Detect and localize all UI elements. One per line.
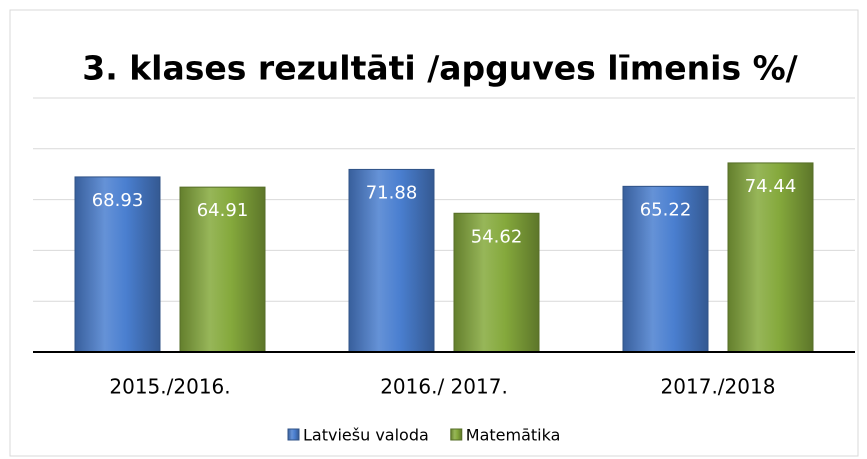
legend-label: Matemātika [466,426,561,445]
x-tick-label: 2017./2018 [661,375,776,399]
data-label: 74.44 [745,176,797,197]
data-label: 64.91 [197,200,249,221]
bar [348,168,435,353]
legend-swatch [450,428,463,441]
bar [453,212,540,353]
legend-swatch [287,428,300,441]
legend-label: Latviešu valoda [303,426,429,445]
bar [74,176,161,353]
bar [727,162,814,353]
chart-title: 3. klases rezultāti /apguves līmenis %/ [82,49,798,88]
x-tick-label: 2015./2016. [109,375,230,399]
bar [622,185,709,353]
data-label: 65.22 [640,199,692,220]
data-label: 68.93 [92,190,144,211]
bar [179,186,266,353]
data-label: 54.62 [471,226,523,247]
data-label: 71.88 [366,182,418,203]
x-tick-label: 2016./ 2017. [380,375,508,399]
